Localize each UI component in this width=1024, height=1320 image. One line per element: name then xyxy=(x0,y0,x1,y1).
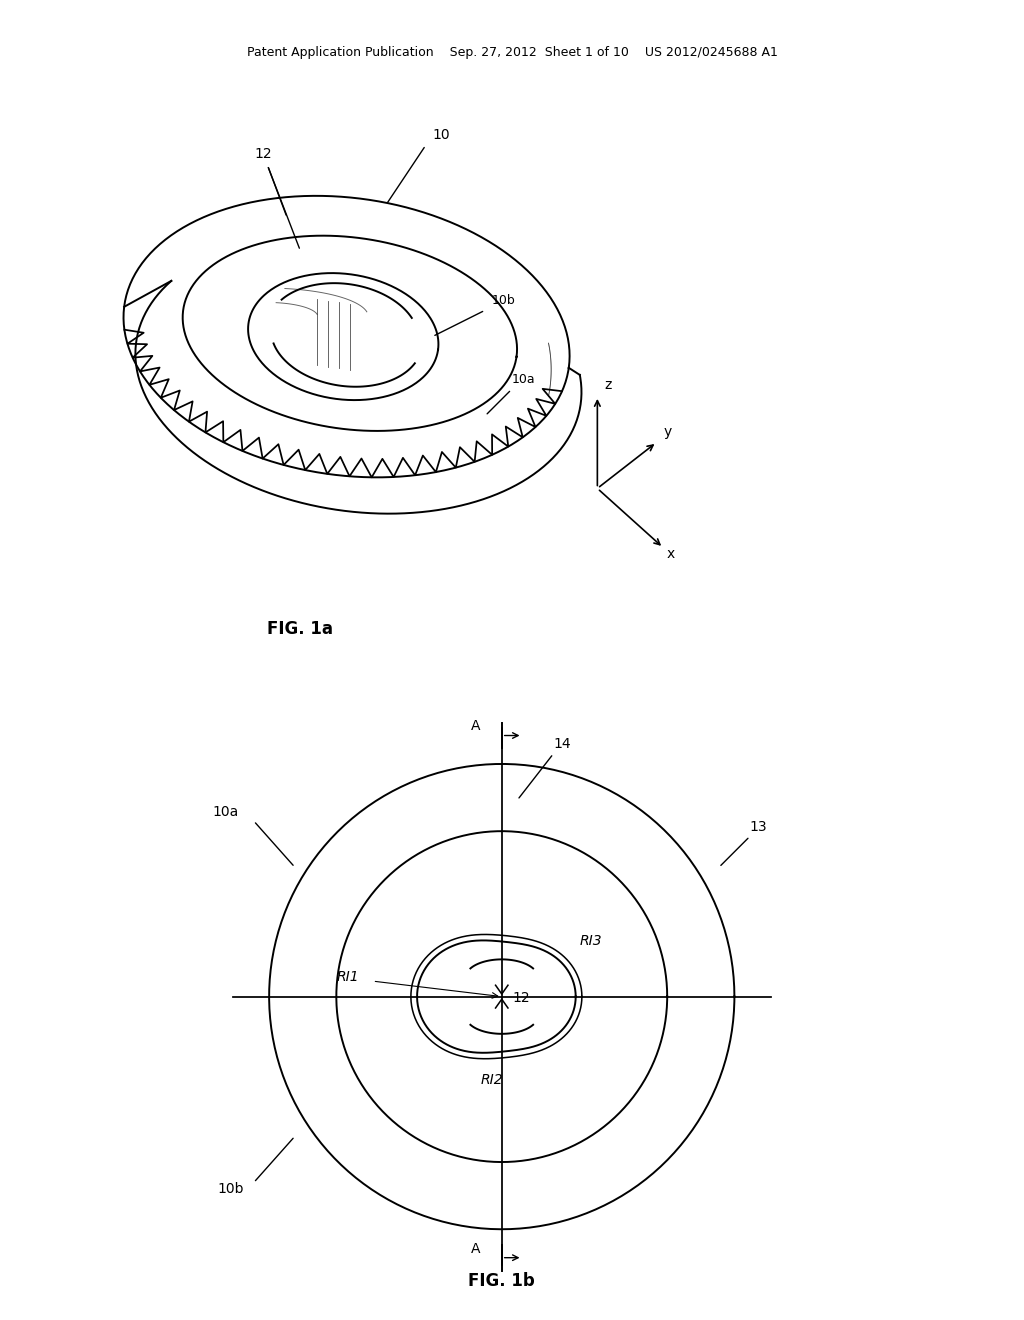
Text: Patent Application Publication    Sep. 27, 2012  Sheet 1 of 10    US 2012/024568: Patent Application Publication Sep. 27, … xyxy=(247,46,777,59)
Text: FIG. 1a: FIG. 1a xyxy=(267,619,334,638)
Text: 12: 12 xyxy=(254,148,271,161)
Text: RI1: RI1 xyxy=(336,970,359,985)
Text: 10a: 10a xyxy=(212,805,239,818)
Text: 14: 14 xyxy=(553,738,571,751)
Text: 10b: 10b xyxy=(217,1183,244,1196)
Text: RI3: RI3 xyxy=(580,935,602,948)
Text: 13: 13 xyxy=(750,820,768,834)
Text: A: A xyxy=(471,1242,480,1255)
Text: RI2: RI2 xyxy=(481,1073,504,1088)
Text: x: x xyxy=(667,546,675,561)
Text: A: A xyxy=(471,719,480,734)
Text: FIG. 1b: FIG. 1b xyxy=(468,1272,536,1290)
Text: 10: 10 xyxy=(432,128,450,141)
Text: 10b: 10b xyxy=(492,293,515,306)
Text: 10a: 10a xyxy=(512,372,536,385)
Text: 12: 12 xyxy=(512,991,529,1005)
Text: z: z xyxy=(604,379,611,392)
Text: y: y xyxy=(664,425,672,438)
